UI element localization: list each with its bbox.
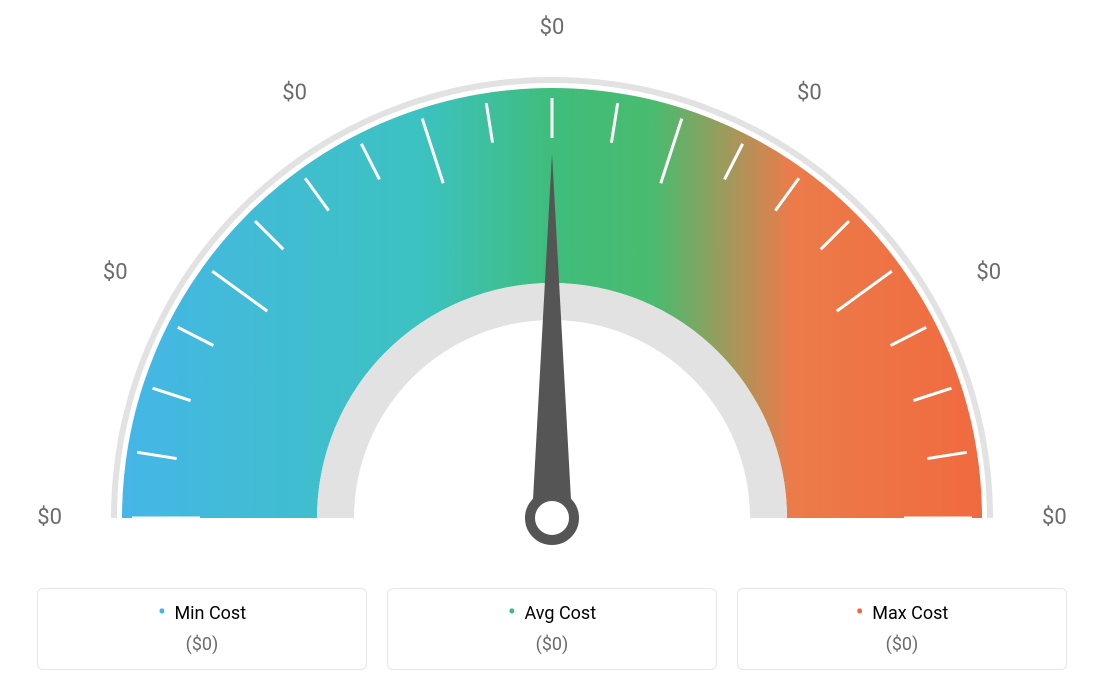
legend-label-max: Max Cost — [872, 603, 948, 624]
legend-card-max: • Max Cost ($0) — [737, 588, 1067, 670]
gauge-label: $0 — [103, 260, 128, 285]
dot-avg: • — [508, 598, 516, 626]
gauge-pivot — [530, 496, 574, 540]
legend-title-min: • Min Cost — [48, 603, 356, 624]
dot-min: • — [158, 598, 166, 626]
legend-value-avg: ($0) — [398, 634, 706, 655]
gauge-label: $0 — [282, 81, 307, 106]
legend-card-avg: • Avg Cost ($0) — [387, 588, 717, 670]
gauge-label: $0 — [37, 505, 62, 530]
legend-row: • Min Cost ($0) • Avg Cost ($0) • Max Co… — [0, 588, 1104, 670]
legend-label-avg: Avg Cost — [524, 603, 596, 624]
gauge-label: $0 — [540, 15, 565, 40]
legend-value-min: ($0) — [48, 634, 356, 655]
gauge-label: $0 — [976, 260, 1001, 285]
gauge-label: $0 — [1042, 505, 1067, 530]
legend-title-max: • Max Cost — [748, 603, 1056, 624]
legend-title-avg: • Avg Cost — [398, 603, 706, 624]
gauge-svg: $0 $0 $0 $0 $0 $0 $0 — [0, 8, 1104, 568]
gauge-label: $0 — [797, 81, 822, 106]
legend-card-min: • Min Cost ($0) — [37, 588, 367, 670]
gauge-svg-wrap: $0 $0 $0 $0 $0 $0 $0 — [0, 0, 1104, 568]
legend-label-min: Min Cost — [174, 603, 246, 624]
dot-max: • — [856, 598, 864, 626]
cost-gauge-chart: $0 $0 $0 $0 $0 $0 $0 • Min Cost ($0) • Avg Cos… — [0, 0, 1104, 690]
legend-value-max: ($0) — [748, 634, 1056, 655]
